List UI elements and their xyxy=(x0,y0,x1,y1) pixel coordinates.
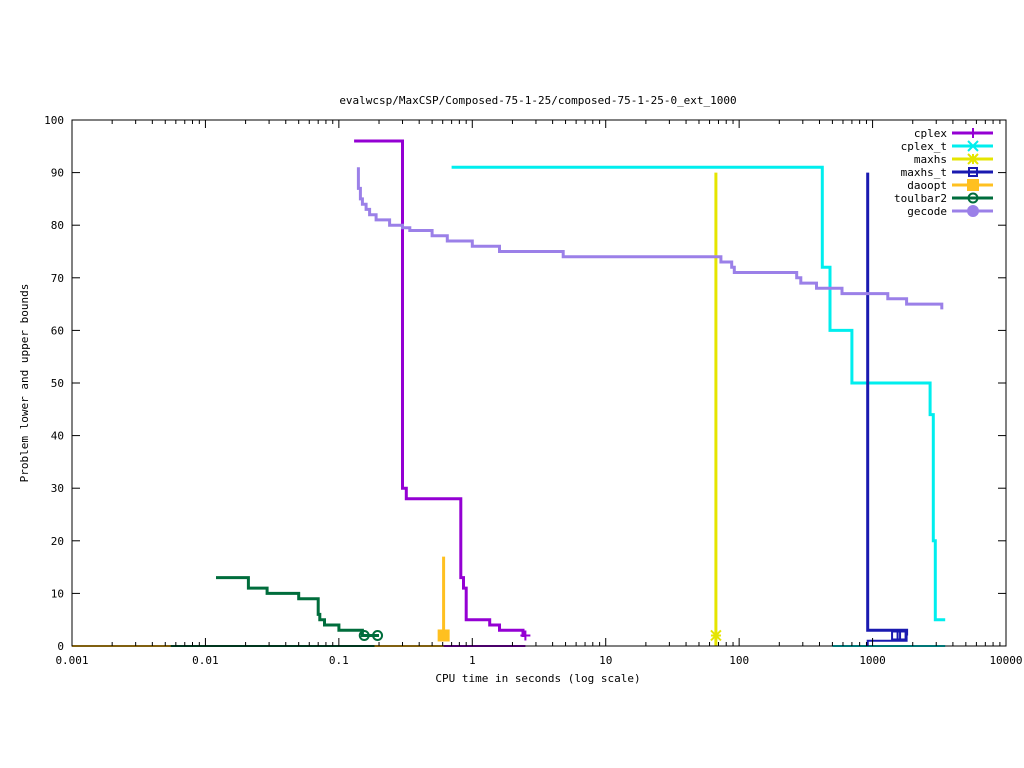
legend-item-gecode: gecode xyxy=(907,205,993,218)
x-axis-label: CPU time in seconds (log scale) xyxy=(435,672,640,685)
chart-title: evalwcsp/MaxCSP/Composed-75-1-25/compose… xyxy=(339,94,736,107)
series-maxhs_t-lower-line xyxy=(866,635,908,646)
series-maxhs_t-point xyxy=(891,630,902,641)
legend-marker xyxy=(967,140,979,152)
x-tick-label: 100 xyxy=(729,654,749,667)
y-tick-label: 20 xyxy=(51,535,64,548)
legend-item-toulbar2: toulbar2 xyxy=(894,192,993,205)
x-tick-label: 0.1 xyxy=(329,654,349,667)
y-tick-label: 50 xyxy=(51,377,64,390)
legend-label: cplex_t xyxy=(901,140,947,153)
x-tick-label: 1000 xyxy=(859,654,886,667)
series-maxhs-point xyxy=(710,629,722,642)
y-tick-label: 30 xyxy=(51,482,64,495)
legend-marker xyxy=(967,179,979,191)
legend: cplexcplex_tmaxhsmaxhs_tdaoopttoulbar2ge… xyxy=(894,127,993,218)
legend-label: daoopt xyxy=(907,179,947,192)
series-maxhs_t-point xyxy=(896,630,907,641)
series-toulbar2-upper-line xyxy=(216,576,379,637)
y-axis-label: Problem lower and upper bounds xyxy=(18,284,31,483)
y-tick-label: 0 xyxy=(57,640,64,653)
legend-item-cplex_t: cplex_t xyxy=(901,140,993,153)
legend-label: toulbar2 xyxy=(894,192,947,205)
series-toulbar2-point xyxy=(372,629,384,641)
y-tick-label: 60 xyxy=(51,324,64,337)
series-daoopt-point xyxy=(437,629,450,642)
series-cplex-upper-line xyxy=(354,139,526,637)
legend-marker xyxy=(968,167,978,177)
legend-label: gecode xyxy=(907,205,947,218)
legend-label: maxhs_t xyxy=(901,166,947,179)
legend-marker xyxy=(967,205,979,217)
axis-layer: 0.001 0.01 0.1 1 10 100 1000 10000 0 10 20 30 40 50 60… xyxy=(44,114,1022,667)
series-toulbar2-point xyxy=(358,629,370,641)
x-tick-label: 0.01 xyxy=(192,654,219,667)
x-tick-label: 0.001 xyxy=(55,654,88,667)
y-tick-label: 10 xyxy=(51,587,64,600)
y-tick-label: 70 xyxy=(51,272,64,285)
series-cplex-point xyxy=(520,630,531,641)
series-maxhs_t xyxy=(866,172,909,646)
legend-label: cplex xyxy=(914,127,947,140)
x-tick-label: 1 xyxy=(469,654,476,667)
legend-label: maxhs xyxy=(914,153,947,166)
series-maxhs xyxy=(710,172,722,646)
y-tick-label: 80 xyxy=(51,219,64,232)
legend-marker xyxy=(967,192,979,204)
legend-item-cplex: cplex xyxy=(914,127,993,140)
series-gecode xyxy=(356,167,944,310)
legend-item-maxhs: maxhs xyxy=(914,153,993,166)
series-maxhs_t-upper-line xyxy=(866,172,909,636)
series-gecode-upper-line xyxy=(356,167,944,310)
y-tick-label: 40 xyxy=(51,430,64,443)
legend-marker xyxy=(968,128,978,138)
y-tick-label: 90 xyxy=(51,167,64,180)
y-tick-label: 100 xyxy=(44,114,64,127)
legend-item-daoopt: daoopt xyxy=(907,179,993,192)
x-tick-label: 10000 xyxy=(989,654,1022,667)
legend-item-maxhs_t: maxhs_t xyxy=(901,166,993,179)
x-tick-label: 10 xyxy=(599,654,612,667)
series-cplex_t-upper-line xyxy=(451,165,946,622)
legend-marker xyxy=(967,153,979,165)
